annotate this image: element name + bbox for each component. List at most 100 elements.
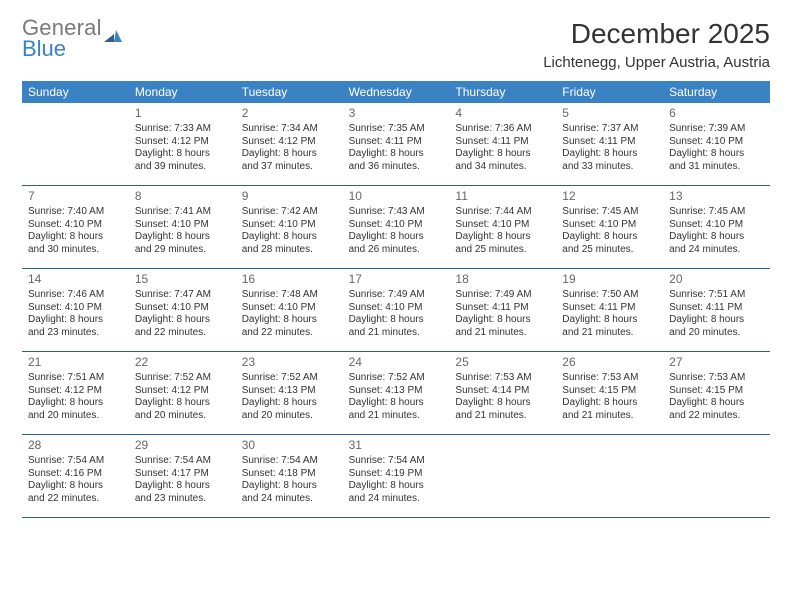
day-info-sunrise: Sunrise: 7:52 AM: [242, 372, 337, 385]
day-info-sunset: Sunset: 4:10 PM: [349, 302, 444, 315]
day-info-d1: Daylight: 8 hours: [455, 314, 550, 327]
day-info-d2: and 20 minutes.: [242, 410, 337, 423]
day-info-sunset: Sunset: 4:18 PM: [242, 468, 337, 481]
calendar-day-cell: [556, 435, 663, 517]
day-info-sunrise: Sunrise: 7:50 AM: [562, 289, 657, 302]
day-info-d2: and 21 minutes.: [349, 410, 444, 423]
calendar-day-cell: 26Sunrise: 7:53 AMSunset: 4:15 PMDayligh…: [556, 352, 663, 434]
day-info-sunrise: Sunrise: 7:52 AM: [135, 372, 230, 385]
day-number: 14: [28, 272, 123, 287]
day-number: 30: [242, 438, 337, 453]
day-info-sunrise: Sunrise: 7:48 AM: [242, 289, 337, 302]
day-info-d1: Daylight: 8 hours: [455, 231, 550, 244]
header: General Blue December 2025 Lichtenegg, U…: [22, 18, 770, 71]
logo: General Blue: [22, 18, 122, 60]
title-block: December 2025 Lichtenegg, Upper Austria,…: [543, 18, 770, 71]
day-number: 4: [455, 106, 550, 121]
day-number: 18: [455, 272, 550, 287]
weekday-header: Friday: [556, 81, 663, 103]
calendar-day-cell: 7Sunrise: 7:40 AMSunset: 4:10 PMDaylight…: [22, 186, 129, 268]
day-info-d2: and 34 minutes.: [455, 161, 550, 174]
day-info-sunrise: Sunrise: 7:45 AM: [669, 206, 764, 219]
day-number: 23: [242, 355, 337, 370]
day-info-d2: and 20 minutes.: [135, 410, 230, 423]
day-info-sunrise: Sunrise: 7:39 AM: [669, 123, 764, 136]
day-info-sunrise: Sunrise: 7:52 AM: [349, 372, 444, 385]
day-info-d2: and 33 minutes.: [562, 161, 657, 174]
day-info-sunset: Sunset: 4:10 PM: [669, 136, 764, 149]
day-info-d2: and 24 minutes.: [669, 244, 764, 257]
day-info-sunset: Sunset: 4:10 PM: [455, 219, 550, 232]
day-info-sunset: Sunset: 4:11 PM: [455, 136, 550, 149]
day-info-d1: Daylight: 8 hours: [242, 314, 337, 327]
day-number: 17: [349, 272, 444, 287]
calendar-day-cell: 23Sunrise: 7:52 AMSunset: 4:13 PMDayligh…: [236, 352, 343, 434]
calendar-day-cell: 4Sunrise: 7:36 AMSunset: 4:11 PMDaylight…: [449, 103, 556, 185]
calendar-day-cell: 11Sunrise: 7:44 AMSunset: 4:10 PMDayligh…: [449, 186, 556, 268]
day-info-sunset: Sunset: 4:13 PM: [242, 385, 337, 398]
calendar-day-cell: [449, 435, 556, 517]
day-info-sunrise: Sunrise: 7:44 AM: [455, 206, 550, 219]
day-info-sunrise: Sunrise: 7:45 AM: [562, 206, 657, 219]
day-info-sunrise: Sunrise: 7:54 AM: [135, 455, 230, 468]
day-info-sunset: Sunset: 4:12 PM: [242, 136, 337, 149]
day-info-d2: and 25 minutes.: [562, 244, 657, 257]
day-info-d1: Daylight: 8 hours: [669, 231, 764, 244]
day-info-sunrise: Sunrise: 7:35 AM: [349, 123, 444, 136]
day-info-d1: Daylight: 8 hours: [28, 397, 123, 410]
day-info-d2: and 23 minutes.: [28, 327, 123, 340]
day-number: 28: [28, 438, 123, 453]
day-info-sunrise: Sunrise: 7:53 AM: [562, 372, 657, 385]
day-info-sunrise: Sunrise: 7:49 AM: [455, 289, 550, 302]
calendar-day-cell: 29Sunrise: 7:54 AMSunset: 4:17 PMDayligh…: [129, 435, 236, 517]
day-info-sunset: Sunset: 4:11 PM: [562, 136, 657, 149]
day-info-sunrise: Sunrise: 7:54 AM: [349, 455, 444, 468]
day-info-d1: Daylight: 8 hours: [28, 314, 123, 327]
day-info-d2: and 31 minutes.: [669, 161, 764, 174]
calendar-day-cell: 5Sunrise: 7:37 AMSunset: 4:11 PMDaylight…: [556, 103, 663, 185]
day-info-d2: and 23 minutes.: [135, 493, 230, 506]
day-info-sunset: Sunset: 4:10 PM: [669, 219, 764, 232]
day-info-sunset: Sunset: 4:12 PM: [135, 385, 230, 398]
calendar-day-cell: 12Sunrise: 7:45 AMSunset: 4:10 PMDayligh…: [556, 186, 663, 268]
day-info-sunrise: Sunrise: 7:53 AM: [455, 372, 550, 385]
day-number: 16: [242, 272, 337, 287]
calendar-body: 1Sunrise: 7:33 AMSunset: 4:12 PMDaylight…: [22, 103, 770, 518]
day-info-d1: Daylight: 8 hours: [349, 480, 444, 493]
day-info-sunset: Sunset: 4:10 PM: [562, 219, 657, 232]
day-info-sunrise: Sunrise: 7:47 AM: [135, 289, 230, 302]
day-number: 22: [135, 355, 230, 370]
day-info-d2: and 29 minutes.: [135, 244, 230, 257]
day-info-d2: and 24 minutes.: [242, 493, 337, 506]
calendar-day-cell: 10Sunrise: 7:43 AMSunset: 4:10 PMDayligh…: [343, 186, 450, 268]
calendar-day-cell: 22Sunrise: 7:52 AMSunset: 4:12 PMDayligh…: [129, 352, 236, 434]
day-info-sunrise: Sunrise: 7:42 AM: [242, 206, 337, 219]
day-info-sunset: Sunset: 4:14 PM: [455, 385, 550, 398]
day-info-d1: Daylight: 8 hours: [242, 148, 337, 161]
day-info-sunrise: Sunrise: 7:51 AM: [669, 289, 764, 302]
weekday-header: Monday: [129, 81, 236, 103]
day-info-d1: Daylight: 8 hours: [455, 397, 550, 410]
day-info-sunset: Sunset: 4:15 PM: [562, 385, 657, 398]
calendar-day-cell: 28Sunrise: 7:54 AMSunset: 4:16 PMDayligh…: [22, 435, 129, 517]
day-number: 21: [28, 355, 123, 370]
calendar: Sunday Monday Tuesday Wednesday Thursday…: [22, 81, 770, 518]
calendar-day-cell: 20Sunrise: 7:51 AMSunset: 4:11 PMDayligh…: [663, 269, 770, 351]
day-info-d1: Daylight: 8 hours: [349, 397, 444, 410]
calendar-day-cell: [663, 435, 770, 517]
day-info-d2: and 24 minutes.: [349, 493, 444, 506]
day-info-d2: and 26 minutes.: [349, 244, 444, 257]
day-info-d1: Daylight: 8 hours: [135, 314, 230, 327]
day-number: 24: [349, 355, 444, 370]
day-info-sunrise: Sunrise: 7:54 AM: [242, 455, 337, 468]
day-info-d2: and 21 minutes.: [349, 327, 444, 340]
weekday-header: Saturday: [663, 81, 770, 103]
logo-text: General Blue: [22, 18, 122, 60]
day-info-sunset: Sunset: 4:15 PM: [669, 385, 764, 398]
day-info-sunset: Sunset: 4:12 PM: [28, 385, 123, 398]
day-info-d1: Daylight: 8 hours: [349, 148, 444, 161]
day-info-d1: Daylight: 8 hours: [135, 480, 230, 493]
day-number: 8: [135, 189, 230, 204]
day-info-sunrise: Sunrise: 7:54 AM: [28, 455, 123, 468]
day-number: 27: [669, 355, 764, 370]
